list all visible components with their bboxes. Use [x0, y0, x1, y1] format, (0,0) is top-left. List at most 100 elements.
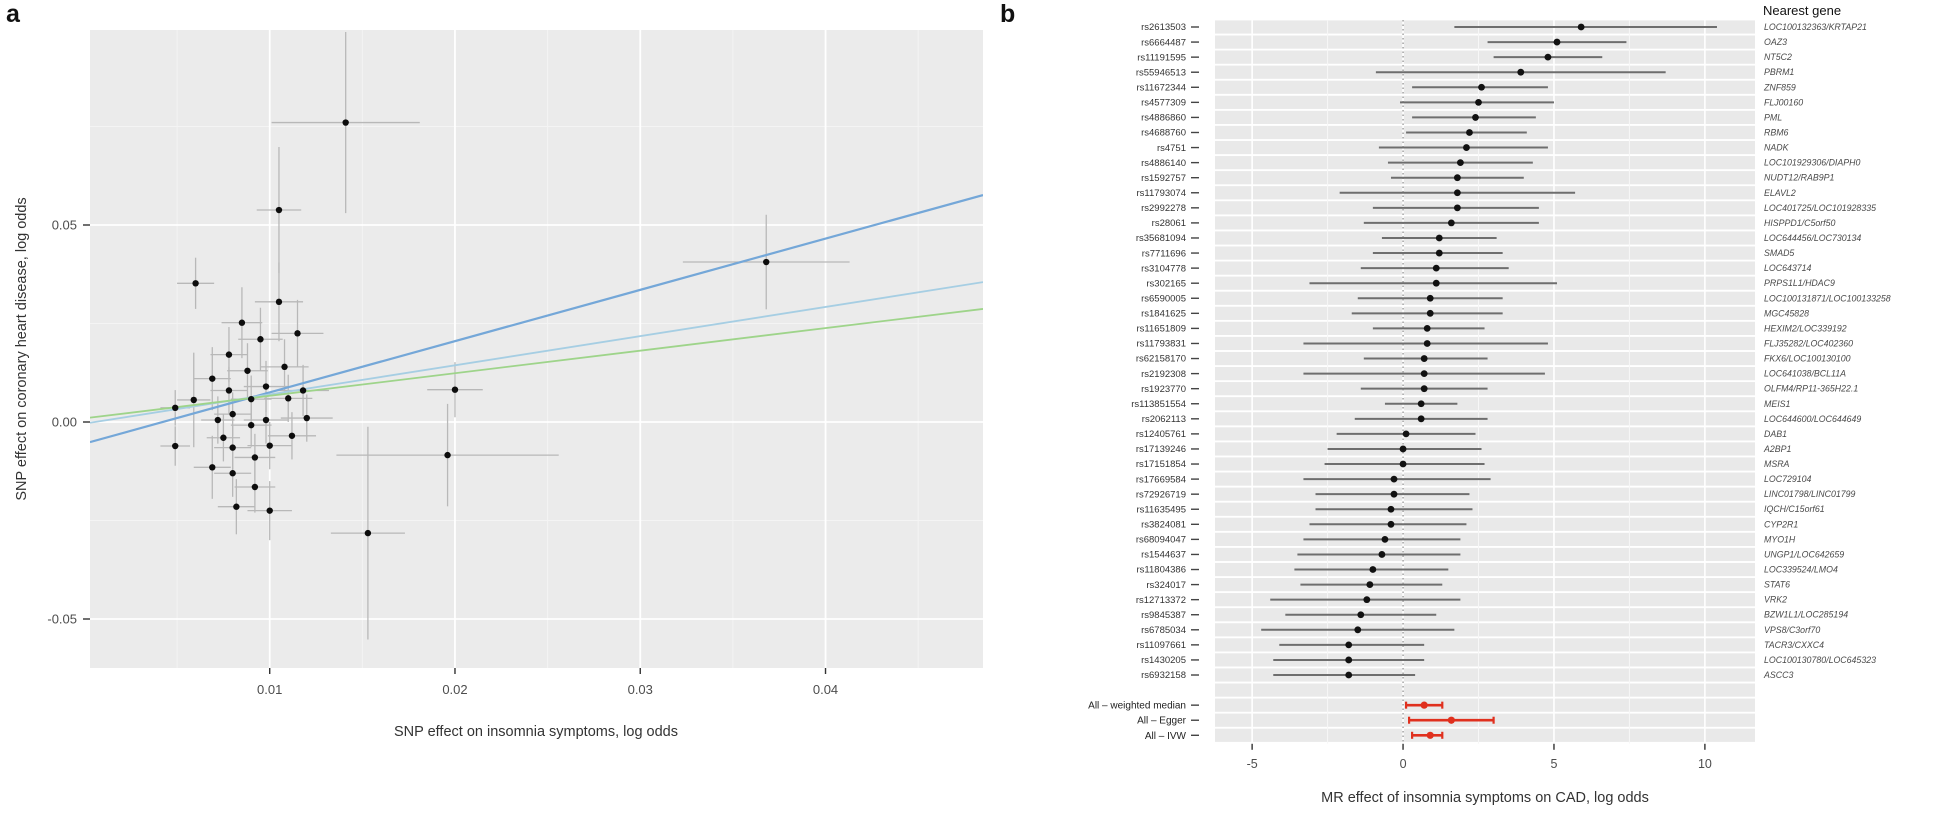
- gene-label: HISPPD1/C5orf50: [1764, 218, 1835, 228]
- y-tick-label: 0.00: [52, 415, 77, 430]
- snp-label: rs17139246: [1136, 444, 1186, 455]
- gene-label: DAB1: [1764, 429, 1787, 439]
- point-estimate-dot: [1544, 53, 1552, 61]
- scatter-point: [451, 386, 459, 393]
- scatter-point: [303, 414, 310, 422]
- snp-label: rs324017: [1146, 580, 1186, 591]
- point-estimate-dot: [1366, 581, 1374, 588]
- scatter-point: [251, 454, 259, 461]
- point-estimate-dot: [1426, 294, 1434, 302]
- point-estimate-dot: [1466, 129, 1473, 136]
- summary-label: All – weighted median: [1088, 701, 1186, 712]
- scatter-point: [266, 442, 273, 449]
- gene-label: LOC100132363/KRTAP21: [1764, 22, 1867, 32]
- gene-label: LOC100130780/LOC645323: [1764, 655, 1876, 665]
- scatter-point: [172, 404, 179, 412]
- snp-label: rs302165: [1146, 278, 1186, 289]
- summary-label: All – Egger: [1137, 716, 1187, 727]
- snp-label: rs35681094: [1136, 233, 1186, 244]
- summary-point-estimate-dot: [1420, 701, 1428, 709]
- point-estimate-dot: [1378, 551, 1386, 558]
- forest-row-band: [1215, 517, 1755, 531]
- panel-a: 0.01 0.02 0.03 0.04 0.05 0.00 -0.05: [47, 30, 983, 697]
- snp-label: rs11672344: [1137, 82, 1186, 93]
- scatter-point: [190, 396, 197, 404]
- scatter-point: [342, 119, 349, 126]
- point-estimate-dot: [1463, 144, 1470, 151]
- panel-b: rs2613503 LOC100132363/KRTAP21 rs6664487 OA…: [1088, 20, 1891, 771]
- snp-label: rs11097661: [1137, 640, 1186, 651]
- point-estimate-dot: [1354, 626, 1362, 634]
- point-estimate-dot: [1475, 98, 1482, 106]
- scatter-point: [257, 336, 264, 343]
- scatter-point: [285, 395, 292, 402]
- snp-label: rs12405761: [1136, 429, 1186, 440]
- scatter-point: [299, 387, 307, 394]
- snp-label: rs1430205: [1141, 655, 1186, 666]
- x-tick-label: 10: [1698, 757, 1712, 771]
- gene-label: MSRA: [1764, 459, 1790, 469]
- x-tick-label: 0.01: [257, 682, 282, 697]
- forest-row-band: [1215, 427, 1755, 441]
- gene-label: NT5C2: [1764, 52, 1792, 62]
- panel-a-plot-background: [90, 30, 983, 668]
- snp-label: rs11804386: [1137, 565, 1186, 576]
- summary-label: All – IVW: [1145, 731, 1187, 742]
- point-estimate-dot: [1420, 385, 1428, 393]
- x-tick-label: 0.04: [813, 682, 838, 697]
- y-tick-label: 0.05: [52, 218, 77, 233]
- scatter-point: [281, 363, 288, 371]
- forest-row-band: [1215, 547, 1755, 562]
- snp-label: rs17669584: [1136, 474, 1186, 485]
- x-tick-label: -5: [1247, 757, 1258, 771]
- panel-b-x-axis-label: MR effect of insomnia symptoms on CAD, l…: [1321, 790, 1649, 806]
- forest-row-band: [1215, 623, 1755, 637]
- point-estimate-dot: [1435, 234, 1443, 242]
- point-estimate-dot: [1435, 249, 1443, 257]
- gene-label: STAT6: [1764, 580, 1790, 590]
- scatter-point: [229, 410, 236, 418]
- gene-label: BZW1L1/LOC285194: [1764, 610, 1848, 620]
- gene-label: NADK: [1764, 143, 1790, 153]
- gene-label: LOC100131871/LOC100133258: [1764, 293, 1891, 303]
- point-estimate-dot: [1426, 309, 1434, 317]
- snp-label: rs9845387: [1141, 610, 1186, 621]
- forest-row-band: [1215, 698, 1755, 712]
- gene-label: FLJ35282/LOC402360: [1764, 338, 1853, 348]
- snp-label: rs11793074: [1137, 188, 1186, 199]
- x-tick-label: 0.02: [442, 682, 467, 697]
- gene-label: VRK2: [1764, 595, 1787, 605]
- point-estimate-dot: [1390, 475, 1398, 483]
- scatter-point: [220, 434, 227, 441]
- snp-label: rs4688760: [1141, 128, 1186, 139]
- scatter-point: [251, 483, 259, 491]
- nearest-gene-header: Nearest gene: [1763, 3, 1842, 18]
- point-estimate-dot: [1399, 460, 1407, 468]
- point-estimate-dot: [1363, 596, 1371, 604]
- point-estimate-dot: [1390, 490, 1398, 498]
- snp-label: rs2062113: [1142, 414, 1186, 425]
- gene-label: LINC01798/LINC01799: [1764, 489, 1856, 499]
- snp-label: rs11191595: [1137, 52, 1186, 63]
- gene-label: VPS8/C3orf70: [1764, 625, 1820, 635]
- snp-label: rs4886860: [1141, 113, 1186, 124]
- point-estimate-dot: [1456, 159, 1464, 167]
- panel-a-y-axis-label: SNP effect on coronary heart disease, lo…: [14, 197, 30, 501]
- scatter-point: [763, 258, 770, 266]
- point-estimate-dot: [1453, 189, 1461, 197]
- snp-label: rs4886140: [1141, 158, 1186, 169]
- gene-label: NUDT12/RAB9P1: [1764, 173, 1835, 183]
- regression-line: [90, 308, 983, 419]
- point-estimate-dot: [1432, 264, 1440, 272]
- forest-row-band: [1215, 50, 1755, 64]
- point-estimate-dot: [1345, 656, 1353, 664]
- snp-label: rs4751: [1157, 143, 1186, 154]
- scatter-point: [172, 442, 179, 450]
- gene-label: ASCC3: [1763, 670, 1793, 680]
- point-estimate-dot: [1387, 505, 1395, 513]
- scatter-point: [288, 432, 296, 439]
- forest-row-band: [1215, 502, 1755, 516]
- point-estimate-dot: [1387, 520, 1395, 528]
- snp-label: rs113851554: [1131, 399, 1186, 410]
- point-estimate-dot: [1577, 23, 1585, 31]
